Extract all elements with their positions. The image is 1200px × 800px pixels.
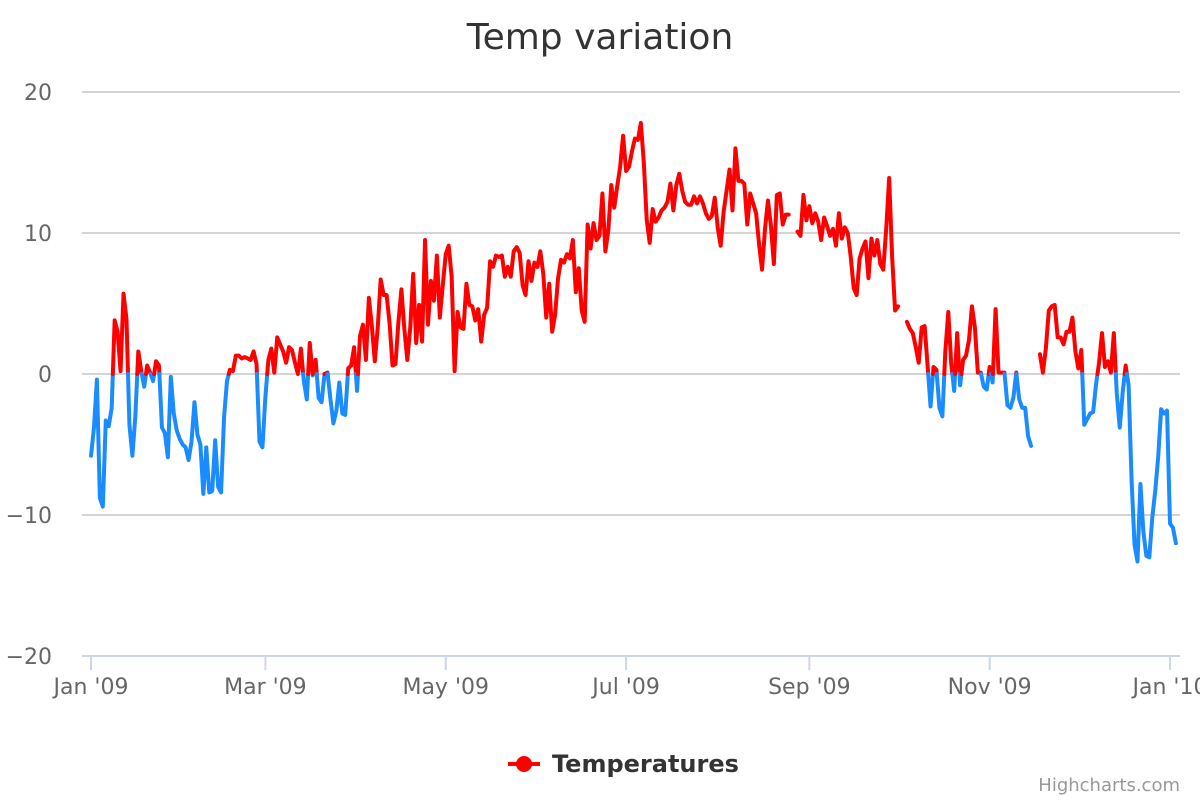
y-axis-labels: −20 −10 0 10 20 (6, 81, 52, 670)
series-line-positive[interactable] (942, 309, 955, 376)
series-line-negative[interactable] (1002, 372, 1019, 410)
x-tick-label: Jan '09 (52, 675, 129, 700)
series-line-negative[interactable] (148, 372, 157, 384)
series-line-positive[interactable] (110, 291, 131, 376)
series-line-negative[interactable] (1080, 372, 1100, 427)
series-line-negative[interactable] (126, 372, 140, 458)
y-tick-label: −20 (6, 645, 52, 670)
series-line-negative[interactable] (1113, 372, 1127, 430)
series-line-negative[interactable] (1014, 372, 1034, 448)
legend-marker-icon (516, 756, 532, 772)
series-line-positive[interactable] (310, 357, 319, 376)
y-tick-label: 0 (38, 363, 52, 388)
series-line-negative[interactable] (957, 372, 964, 388)
credits-link[interactable]: Highcharts.com (1038, 775, 1180, 796)
series-line-positive[interactable] (986, 364, 994, 376)
x-tick-label: May '09 (402, 675, 489, 700)
series-line-positive[interactable] (904, 319, 931, 376)
legend-item-temperatures[interactable]: Temperatures (552, 750, 739, 778)
series-line-negative[interactable] (353, 372, 360, 393)
series-line-negative[interactable] (89, 372, 115, 509)
series-line-positive[interactable] (1037, 302, 1085, 376)
series-line-negative[interactable] (950, 372, 958, 393)
series-line-positive[interactable] (1122, 363, 1129, 376)
y-tick-label: 20 (24, 81, 52, 106)
series-line-positive[interactable] (152, 359, 162, 376)
series-line-negative[interactable] (157, 372, 231, 496)
x-tick-label: Sep '09 (768, 675, 851, 700)
series-line-positive[interactable] (1095, 331, 1118, 376)
y-tick-label: 10 (24, 222, 52, 247)
series-line-positive[interactable] (226, 349, 259, 376)
y-gridlines (82, 91, 1180, 516)
series-line-negative[interactable] (979, 372, 991, 392)
x-tick-label: Mar '09 (224, 675, 307, 700)
y-tick-label: −10 (6, 504, 52, 529)
series-line-negative[interactable] (1124, 372, 1178, 564)
series-line-negative[interactable] (301, 372, 311, 402)
series-line-positive[interactable] (953, 331, 962, 376)
series-line-positive[interactable] (306, 340, 315, 376)
x-tick-label: Nov '09 (948, 675, 1032, 700)
series-line-positive[interactable] (795, 176, 901, 313)
series-temperatures[interactable] (89, 121, 1178, 564)
x-tick-label: Jan '10 (1131, 675, 1200, 700)
series-line-positive[interactable] (930, 364, 939, 376)
series-line-negative[interactable] (989, 372, 995, 385)
series-line-negative[interactable] (926, 372, 935, 409)
series-line-negative[interactable] (934, 372, 947, 419)
legend[interactable]: Temperatures (508, 750, 739, 778)
x-tick-label: Jul '09 (590, 675, 660, 700)
series-line-negative[interactable] (314, 372, 327, 405)
series-line-negative[interactable] (254, 372, 270, 450)
series-line-positive[interactable] (265, 335, 306, 376)
series-line-positive[interactable] (345, 345, 358, 376)
chart-title: Temp variation (466, 17, 734, 58)
series-line-positive[interactable] (355, 121, 791, 376)
series-line-negative[interactable] (139, 372, 148, 389)
series-line-negative[interactable] (325, 372, 350, 426)
x-axis: Jan '09 Mar '09 May '09 Jul '09 Sep '09 Nov '… (52, 655, 1200, 700)
